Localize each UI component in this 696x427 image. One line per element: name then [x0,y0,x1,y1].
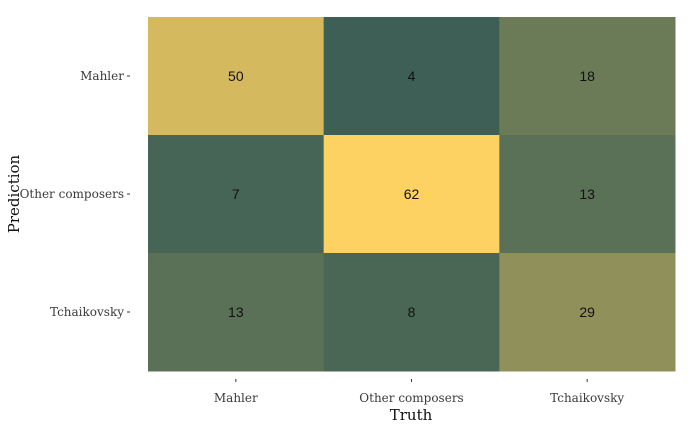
cell-value-label: 8 [408,304,416,320]
cell-value-label: 13 [579,186,595,202]
cell-mahler-vs-tchaikovsky [499,17,676,136]
cell-value-label: 7 [232,186,240,202]
cell-value-label: 13 [228,304,244,320]
y-axis-title: Prediction [5,154,23,233]
cell-tchaikovsky-vs-other-composers [323,253,500,372]
cell-value-label: 50 [228,68,244,84]
cell-value-label: 29 [579,304,595,320]
y-tick-label: Other composers [20,187,124,201]
x-axis-ticks: Mahler Other composers Tchaikovsky [214,379,624,405]
x-axis-title: Truth [390,406,433,424]
heatmap-cells [148,17,676,372]
cell-mahler-vs-other-composers [323,17,500,136]
x-tick-label: Tchaikovsky [550,391,624,405]
x-tick-label: Mahler [214,391,258,405]
cell-other-composers-vs-other-composers [323,135,500,254]
y-tick-label: Mahler [80,69,124,83]
y-tick-label: Tchaikovsky [50,305,124,319]
cell-value-label: 62 [404,186,420,202]
cell-tchaikovsky-vs-mahler [148,253,325,372]
cell-value-label: 4 [408,68,416,84]
cell-mahler-vs-mahler [148,17,325,136]
cell-other-composers-vs-tchaikovsky [499,135,676,254]
heatmap-cell-labels: 50 4 18 7 62 13 13 8 29 [228,68,595,320]
cell-other-composers-vs-mahler [148,135,325,254]
y-axis-ticks: Mahler Other composers Tchaikovsky [20,69,130,319]
x-tick-label: Other composers [359,391,463,405]
cell-value-label: 18 [579,68,595,84]
cell-tchaikovsky-vs-tchaikovsky [499,253,676,372]
